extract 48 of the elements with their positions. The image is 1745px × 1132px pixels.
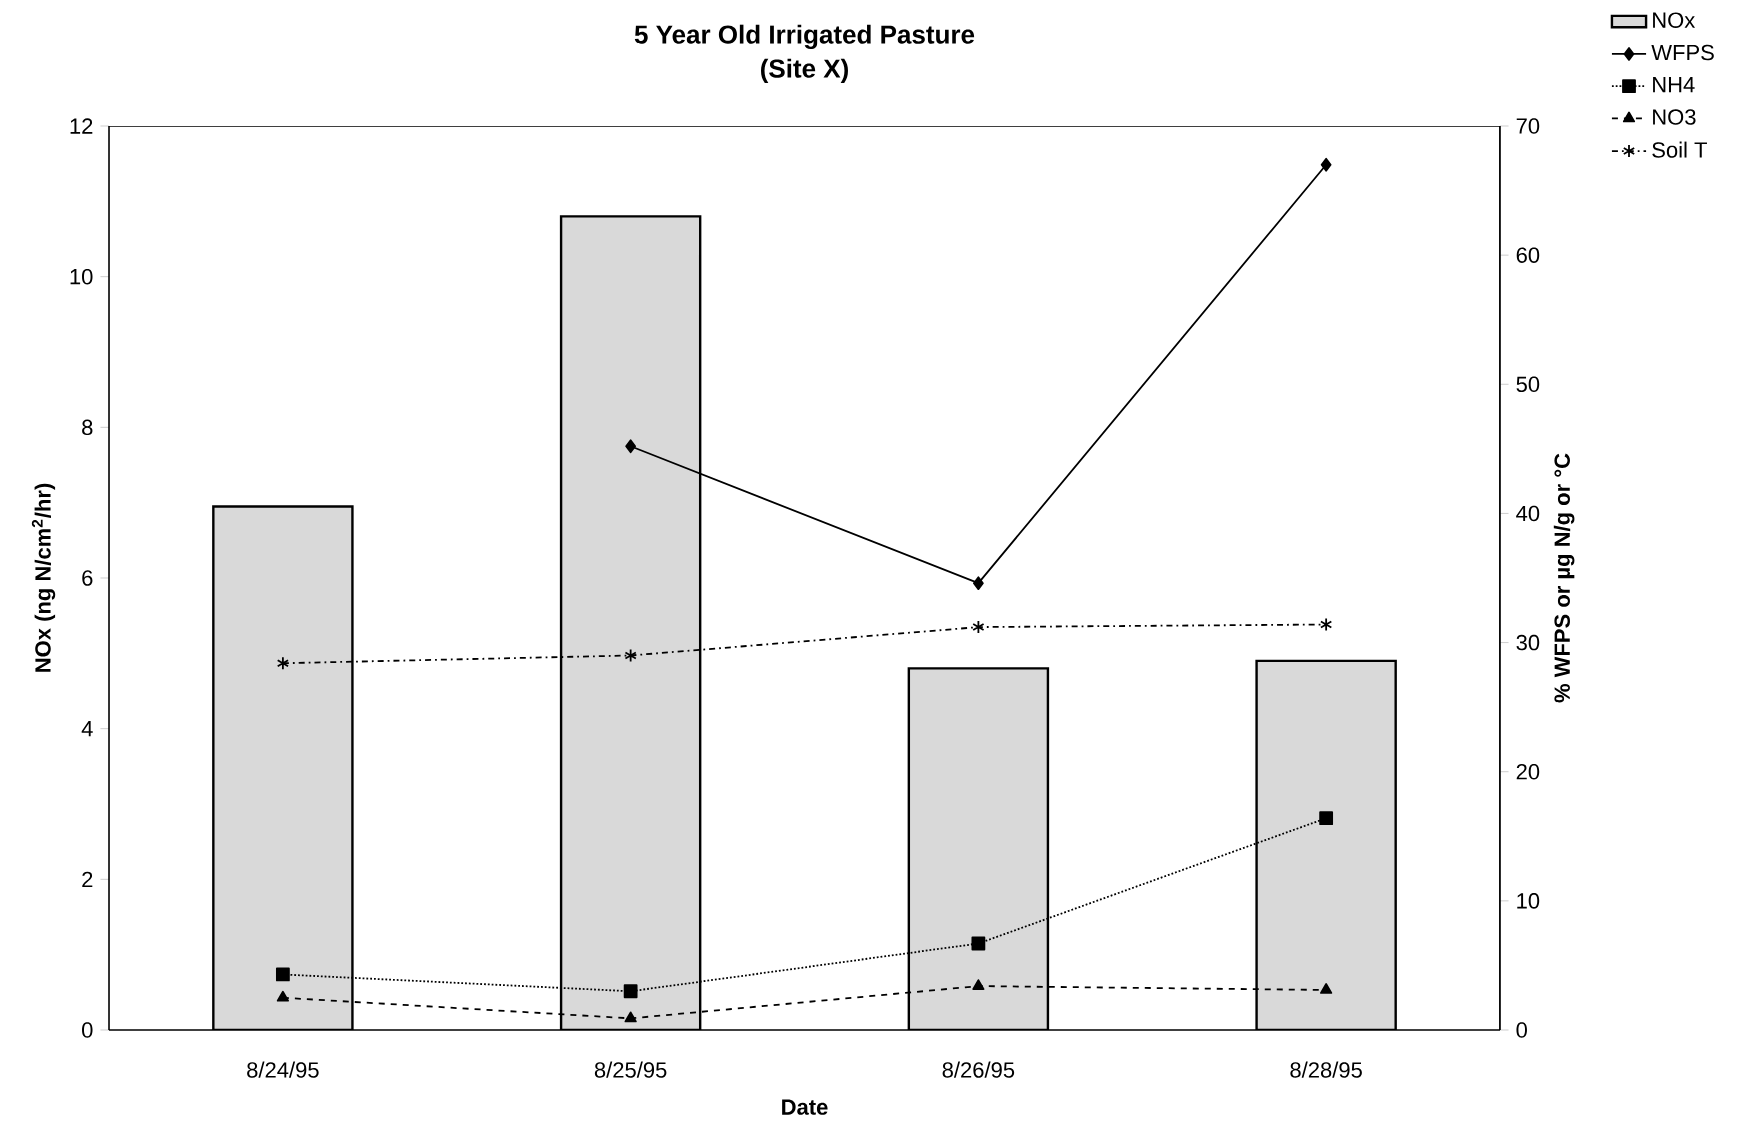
bar bbox=[1255, 659, 1397, 1030]
y2-tick-label: 60 bbox=[1516, 247, 1540, 263]
point bbox=[1320, 157, 1332, 172]
chart-title: 5 Year Old Irrigated Pasture bbox=[634, 24, 975, 50]
x-tick-label: 8/26/95 bbox=[942, 1061, 1015, 1078]
x-tick-label: 8/28/95 bbox=[1290, 1061, 1362, 1078]
y2-tick-label: 40 bbox=[1516, 505, 1540, 522]
y-axis-title: NOx (ng N/cm$^{2}$/hr) bbox=[31, 483, 56, 672]
y2-tick-label: 20 bbox=[1516, 763, 1540, 780]
point bbox=[276, 656, 289, 671]
y2-axis-title: % WFPS or µg N/g or °C bbox=[1553, 453, 1575, 703]
point bbox=[972, 576, 984, 591]
x-tick-label: 8/24/95 bbox=[247, 1061, 319, 1078]
chart-subtitle: (Site X) bbox=[761, 58, 848, 83]
point bbox=[276, 990, 289, 1002]
y2-tick-label: 30 bbox=[1516, 634, 1540, 651]
bar bbox=[907, 667, 1050, 1030]
point bbox=[972, 620, 985, 634]
point bbox=[275, 967, 290, 982]
point bbox=[625, 439, 637, 454]
bar bbox=[212, 505, 354, 1030]
point bbox=[1320, 617, 1333, 632]
legend-label: NH4 bbox=[1653, 77, 1695, 93]
y-tick-label: 0 bbox=[82, 1022, 93, 1038]
y-tick-label: 4 bbox=[81, 721, 93, 737]
legend-label: NOx bbox=[1653, 12, 1696, 28]
x-tick-label: 8/25/95 bbox=[594, 1061, 667, 1078]
point bbox=[624, 648, 637, 663]
point bbox=[971, 936, 986, 951]
legend-label: NO3 bbox=[1653, 109, 1696, 125]
point bbox=[1319, 811, 1334, 826]
y-tick-label: 6 bbox=[82, 570, 93, 586]
point bbox=[972, 979, 985, 990]
bar bbox=[559, 215, 702, 1030]
point bbox=[624, 1011, 637, 1023]
legend-label: Soil T bbox=[1652, 141, 1707, 158]
y2-tick-label: 10 bbox=[1517, 893, 1540, 909]
y-tick-label: 8 bbox=[82, 419, 93, 436]
point bbox=[1320, 983, 1333, 994]
y2-tick-label: 70 bbox=[1516, 118, 1540, 134]
y-tick-label: 12 bbox=[70, 118, 93, 134]
y2-tick-label: 0 bbox=[1516, 1022, 1527, 1038]
y2-tick-label: 50 bbox=[1516, 376, 1540, 393]
legend-label: WFPS bbox=[1651, 44, 1714, 61]
y-tick-label: 10 bbox=[70, 268, 93, 285]
y-tick-label: 2 bbox=[82, 871, 93, 888]
x-axis-title: Date bbox=[782, 1099, 828, 1115]
point bbox=[623, 984, 638, 999]
